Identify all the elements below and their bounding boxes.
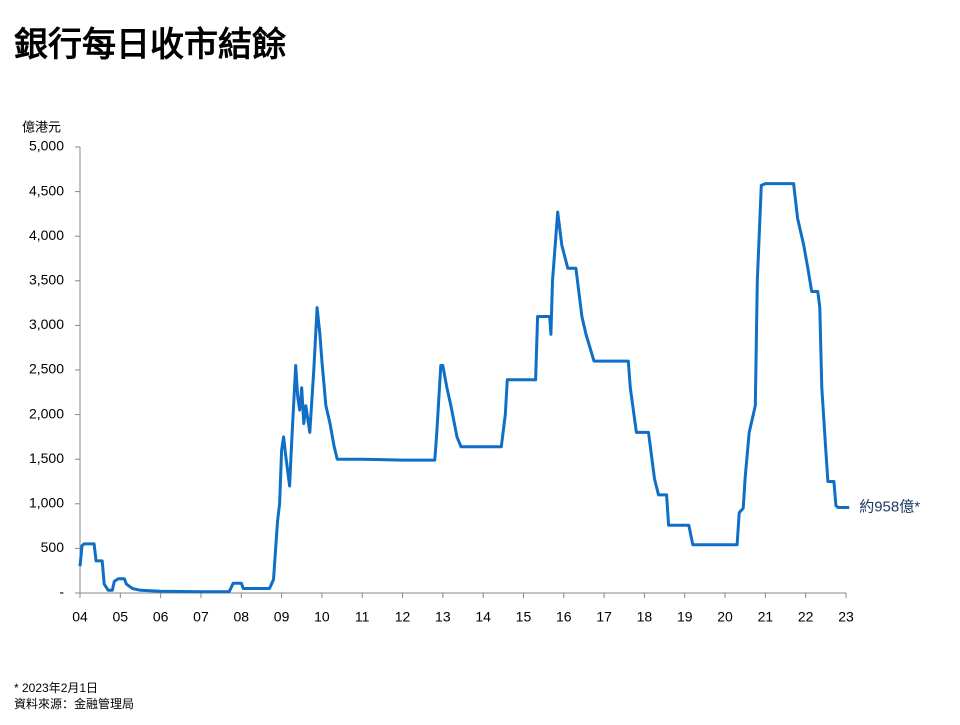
y-tick-label: 5,000 [29,138,64,154]
x-tick-label: 06 [153,609,169,625]
x-tick-label: 20 [717,609,733,625]
x-tick-label: 19 [677,609,693,625]
x-tick-label: 22 [798,609,814,625]
x-tick-label: 21 [758,609,774,625]
x-tick-label: 18 [637,609,653,625]
x-tick-label: 08 [233,609,249,625]
y-axis-label: 億港元 [22,119,61,134]
x-tick-label: 04 [72,609,88,625]
y-tick-label: - [59,584,64,600]
x-tick-label: 16 [556,609,572,625]
source: 資料來源：金融管理局 [14,696,134,711]
x-tick-label: 17 [596,609,612,625]
chart-title: 銀行每日收市結餘 [14,25,287,64]
y-tick-label: 3,500 [29,272,64,288]
data-line [78,182,850,594]
x-tick-label: 14 [475,609,491,625]
x-tick-label: 13 [435,609,451,625]
y-tick-label: 1,000 [29,495,64,511]
annotation: 約958億* [859,499,920,516]
x-tick-label: 12 [395,609,411,625]
x-tick-label: 07 [193,609,209,625]
y-tick-label: 500 [41,539,65,555]
y-tick-label: 4,500 [29,182,64,198]
x-tick-label: 05 [113,609,129,625]
x-tick-label: 15 [516,609,532,625]
y-tick-label: 2,500 [29,361,64,377]
y-tick-label: 1,500 [29,450,64,466]
y-tick-label: 2,000 [29,405,64,421]
footnote: * 2023年2月1日 [14,681,98,695]
x-tick-label: 11 [355,609,370,625]
x-tick-label: 09 [274,609,290,625]
y-tick-label: 4,000 [29,227,64,243]
x-tick-label: 10 [314,609,330,625]
x-tick-label: 23 [838,609,854,625]
y-tick-label: 3,000 [29,316,64,332]
